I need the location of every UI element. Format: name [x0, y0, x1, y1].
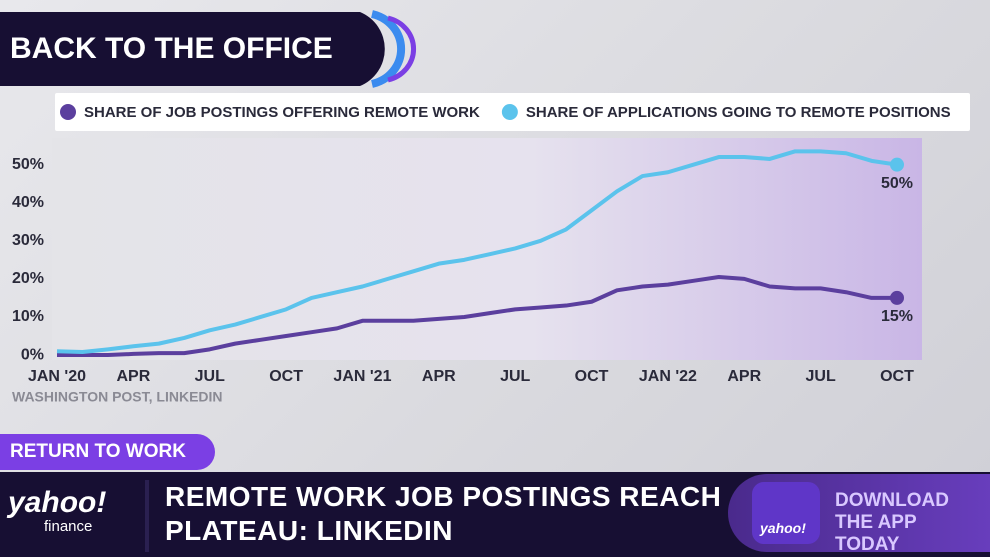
plot-area [52, 138, 922, 360]
legend-label: SHARE OF APPLICATIONS GOING TO REMOTE PO… [526, 104, 951, 121]
y-tick-label: 20% [12, 270, 44, 287]
promo-text[interactable]: DOWNLOAD THE APP TODAY [835, 490, 949, 555]
x-tick-label: APR [727, 368, 761, 385]
title-accent [387, 15, 416, 83]
series-line [56, 149, 898, 355]
app-icon-text: yahoo! [760, 520, 806, 536]
logo: yahoo! [8, 486, 107, 519]
y-tick-label: 0% [21, 346, 44, 363]
x-tick-label: JUL [500, 368, 530, 385]
x-tick-label: JAN '20 [28, 368, 86, 385]
y-tick-label: 10% [12, 308, 44, 325]
legend-marker [60, 104, 76, 120]
y-tick-label: 50% [12, 156, 44, 173]
x-tick-label: APR [116, 368, 150, 385]
end-label: 15% [881, 308, 913, 325]
series-line [57, 274, 897, 358]
x-tick-label: JUL [195, 368, 225, 385]
y-tick-label: 30% [12, 232, 44, 249]
end-dot [890, 157, 904, 172]
legend-label: SHARE OF JOB POSTINGS OFFERING REMOTE WO… [84, 104, 480, 121]
tag: RETURN TO WORK [0, 434, 215, 470]
logo-sub: finance [44, 518, 93, 535]
title-accent [370, 10, 406, 88]
title-bar [0, 12, 385, 86]
x-tick-label: APR [422, 368, 456, 385]
x-tick-label: OCT [575, 368, 609, 385]
chart-title: BACK TO THE OFFICE [10, 32, 333, 65]
app-icon[interactable] [752, 482, 820, 544]
separator [145, 480, 149, 552]
end-dot [890, 290, 904, 305]
headline: REMOTE WORK JOB POSTINGS REACH PLATEAU: … [165, 481, 722, 546]
x-tick-label: JAN '22 [639, 368, 697, 385]
legend-marker [501, 104, 518, 120]
source: WASHINGTON POST, LINKEDIN [12, 389, 223, 405]
x-tick-label: OCT [269, 368, 303, 385]
y-tick-label: 40% [12, 194, 44, 211]
x-tick-label: OCT [880, 368, 914, 385]
x-tick-label: JUL [806, 368, 836, 385]
x-tick-label: JAN '21 [333, 368, 391, 385]
end-label: 50% [881, 175, 913, 192]
